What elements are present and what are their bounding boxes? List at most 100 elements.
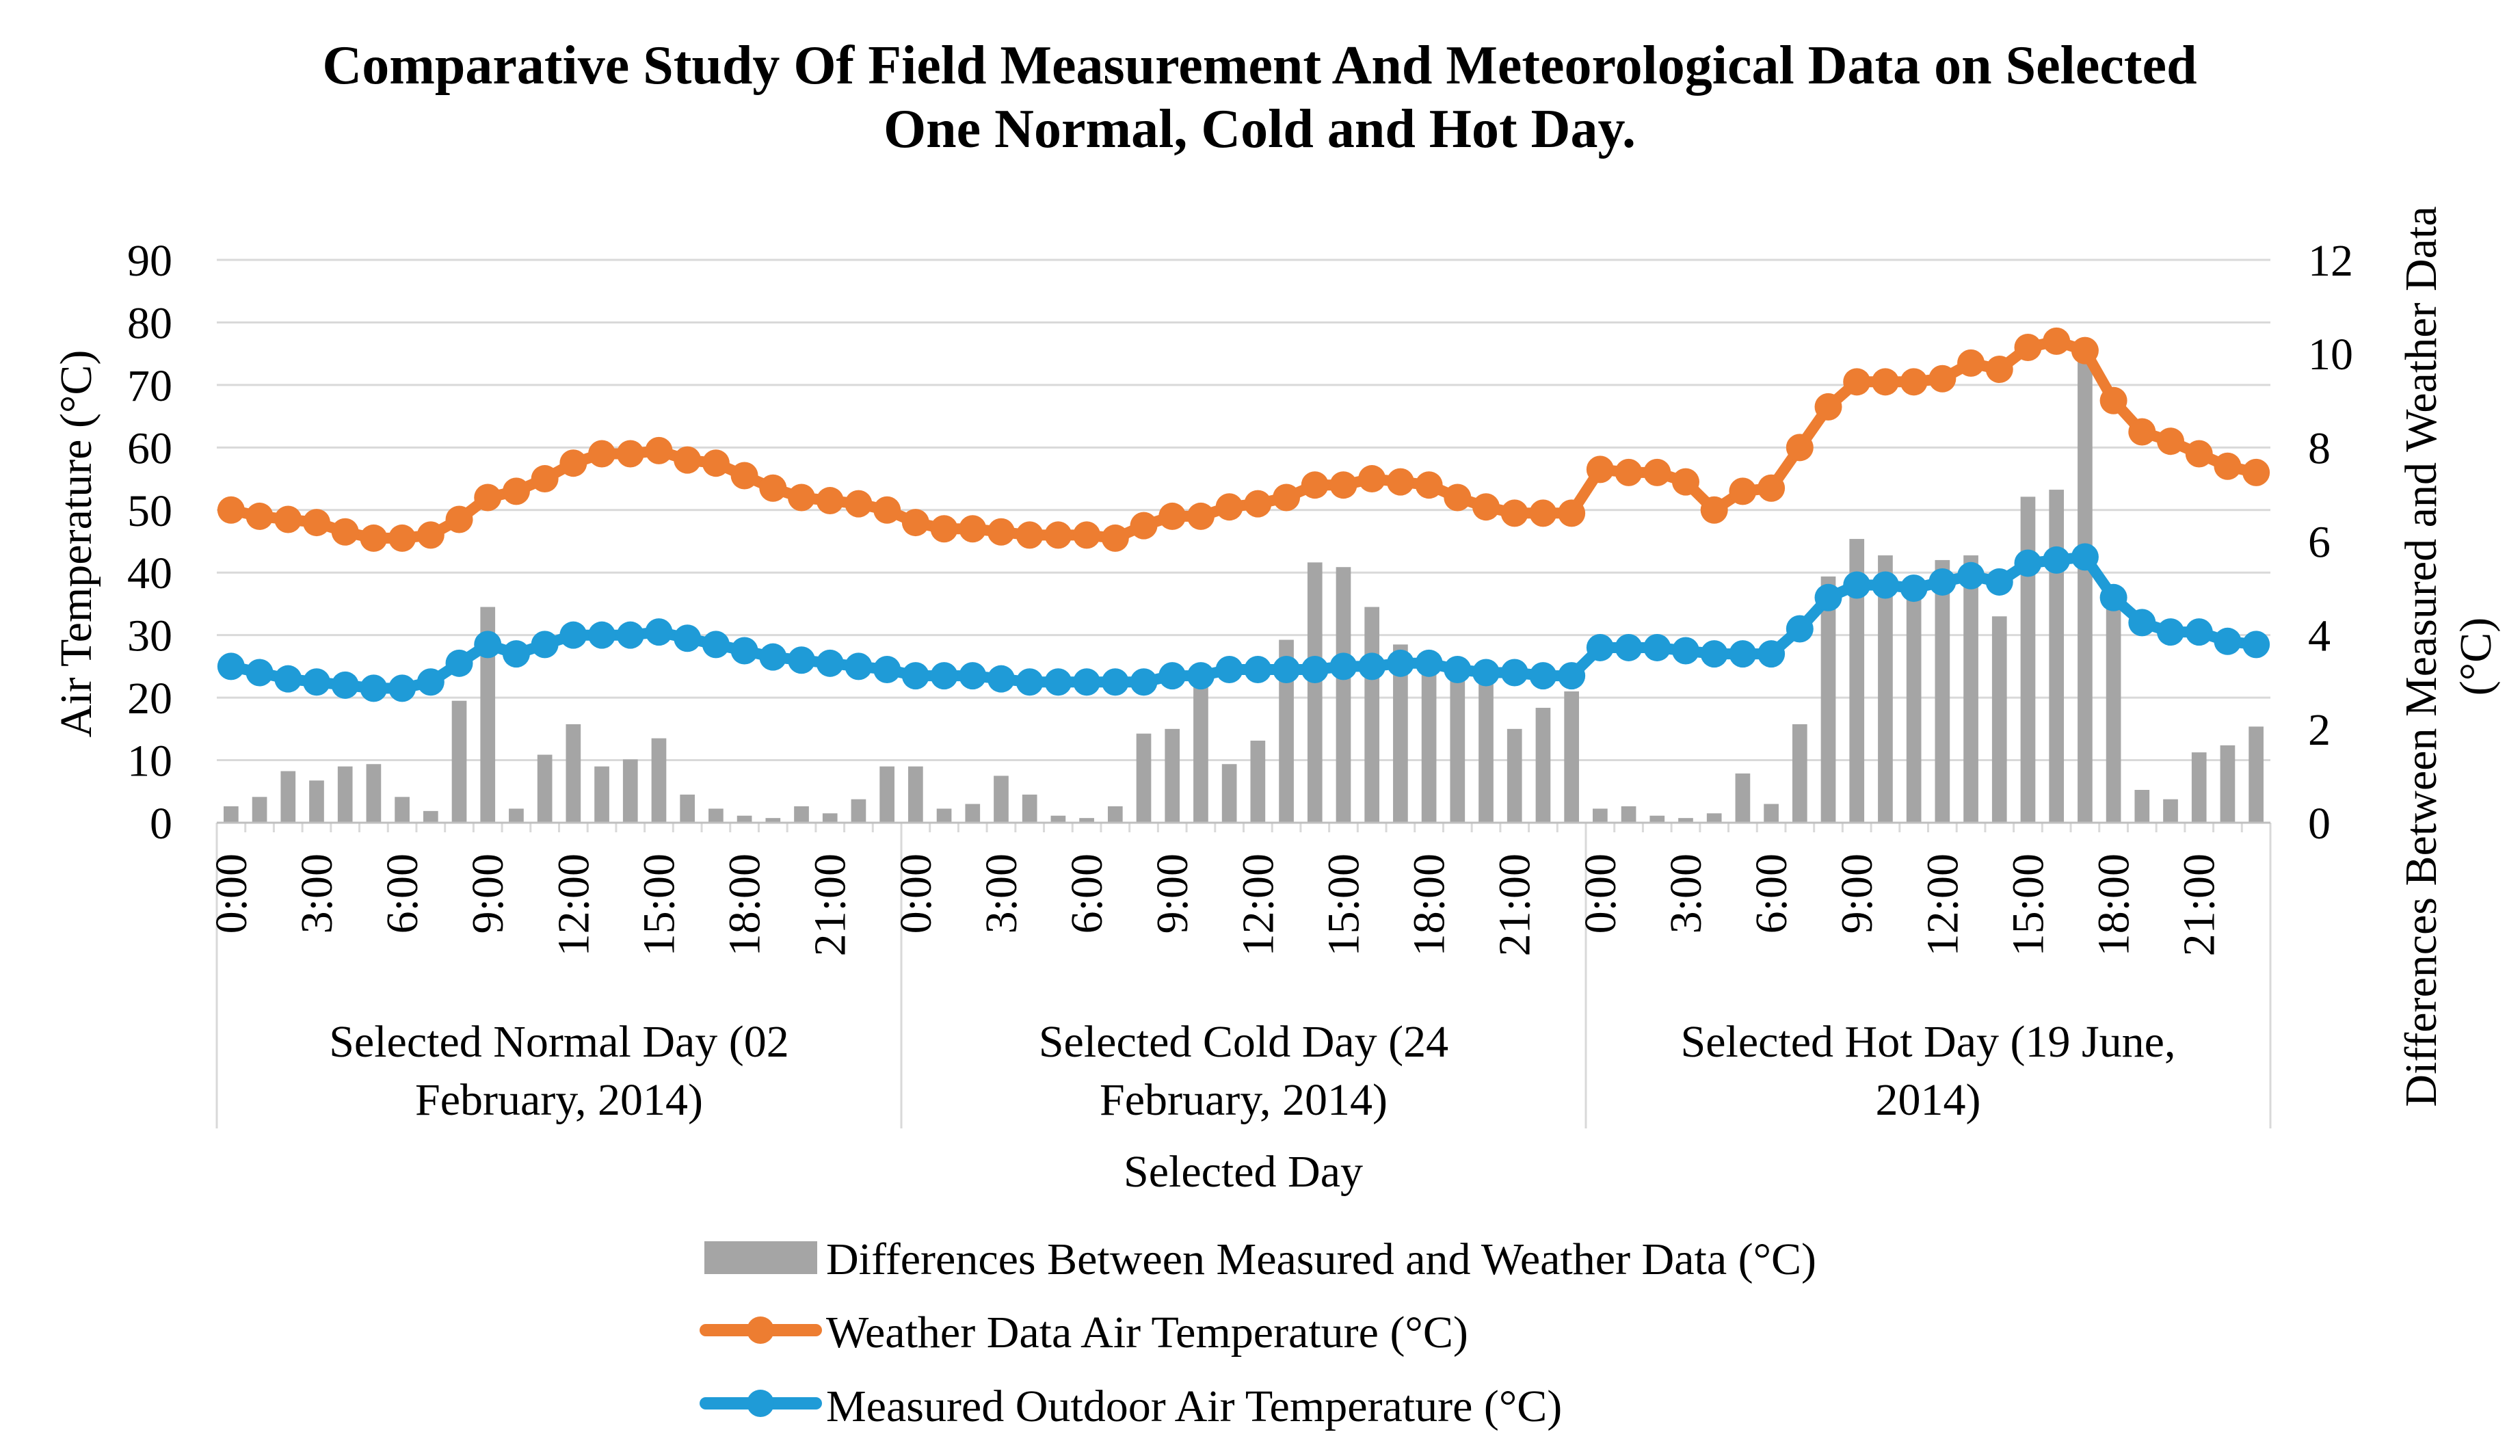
- difference-bar: [994, 776, 1009, 823]
- measured-point: [1729, 640, 1757, 668]
- measured-point: [1244, 655, 1272, 683]
- weather-point: [217, 496, 245, 524]
- y-left-tick-label: 60: [127, 423, 172, 473]
- weather-point: [901, 509, 929, 537]
- measured-point: [1472, 659, 1500, 687]
- difference-bar: [1764, 804, 1779, 823]
- x-hour-tick-label: 21:00: [2175, 853, 2225, 956]
- weather-point: [1643, 458, 1671, 486]
- x-hour-tick-label: 12:00: [548, 853, 598, 956]
- measured-point: [1814, 583, 1842, 611]
- legend-label-difference: Differences Between Measured and Weather…: [826, 1234, 1816, 1284]
- y-left-tick-label: 20: [127, 674, 172, 724]
- difference-bar: [2134, 789, 2150, 823]
- weather-point: [873, 496, 901, 524]
- difference-bar: [1649, 815, 1665, 823]
- weather-point: [1186, 502, 1215, 530]
- difference-bar: [1678, 818, 1693, 823]
- difference-bar: [1507, 728, 1522, 823]
- difference-bar: [1621, 806, 1636, 823]
- measured-point: [2157, 618, 2185, 646]
- measured-point: [2185, 618, 2213, 646]
- measured-point: [1158, 662, 1186, 690]
- weather-point: [1871, 368, 1899, 396]
- weather-point: [930, 515, 958, 543]
- difference-bar: [2078, 349, 2093, 823]
- measured-point: [360, 674, 388, 702]
- x-hour-tick-label: 21:00: [806, 853, 856, 956]
- axes: [215, 821, 2272, 1128]
- weather-point: [1586, 455, 1614, 484]
- difference-bar: [908, 766, 923, 823]
- measured-point: [1044, 668, 1072, 696]
- weather-point: [1158, 502, 1186, 530]
- x-hour-tick-label: 18:00: [1405, 853, 1455, 956]
- measured-point: [901, 662, 929, 690]
- y-axis-right-title-line-2: (°C): [2451, 618, 2501, 696]
- difference-bar: [1364, 607, 1380, 823]
- measured-point: [1273, 655, 1301, 683]
- difference-bar: [2020, 497, 2036, 823]
- weather-point: [702, 449, 730, 477]
- weather-point: [445, 505, 473, 533]
- axis-labels: 0 10 20 30 40 50 60 70 80 90 0 2 4 6 8 10 12 0:00 3:00 6:00…: [127, 236, 2353, 1125]
- difference-bar: [1165, 728, 1180, 823]
- measured-point: [816, 649, 844, 677]
- difference-bar: [1022, 794, 1037, 823]
- difference-bar: [794, 806, 809, 823]
- weather-point: [1615, 458, 1643, 486]
- x-hour-tick-label: 6:00: [377, 853, 427, 934]
- measured-point: [1500, 659, 1528, 687]
- difference-bar: [1307, 562, 1323, 823]
- difference-bar: [822, 813, 838, 823]
- difference-bar: [451, 700, 467, 823]
- y-left-tick-label: 90: [127, 236, 172, 286]
- y-left-tick-label: 40: [127, 548, 172, 598]
- y-left-tick-label: 10: [127, 737, 172, 786]
- x-hour-tick-label: 9:00: [1832, 853, 1882, 934]
- difference-bar: [1792, 724, 1807, 823]
- difference-bar: [708, 808, 724, 823]
- measured-point: [2014, 549, 2042, 577]
- difference-bar: [1478, 679, 1494, 823]
- difference-bar: [1820, 576, 1836, 823]
- legend-marker-weather: [747, 1316, 774, 1344]
- measured-point: [1615, 633, 1643, 661]
- weather-point: [1985, 356, 2013, 384]
- difference-bar: [594, 766, 609, 823]
- measured-point: [1386, 649, 1414, 677]
- difference-bar: [1735, 773, 1751, 823]
- measured-point: [302, 668, 330, 696]
- weather-point: [816, 487, 844, 515]
- measured-point: [2043, 546, 2071, 574]
- y-right-tick-label: 12: [2308, 236, 2353, 286]
- measured-point: [1700, 640, 1728, 668]
- measured-point: [502, 640, 530, 668]
- difference-bar: [2191, 752, 2207, 823]
- weather-point: [1729, 477, 1757, 505]
- measured-point: [674, 624, 702, 652]
- difference-bar: [309, 780, 324, 823]
- measured-point: [1758, 640, 1786, 668]
- weather-point: [1500, 499, 1528, 527]
- difference-bar: [252, 797, 267, 823]
- weather-point: [1130, 512, 1158, 540]
- x-hour-tick-label: 15:00: [635, 853, 685, 956]
- weather-point: [2043, 327, 2071, 355]
- measured-point: [531, 631, 559, 659]
- weather-point: [1016, 521, 1044, 549]
- measured-point: [1643, 633, 1671, 661]
- weather-point: [959, 515, 987, 543]
- legend-swatch-difference: [704, 1241, 817, 1274]
- weather-point: [302, 509, 330, 537]
- measured-point: [1786, 615, 1814, 643]
- measured-point: [2242, 631, 2270, 659]
- measured-point: [474, 631, 502, 659]
- x-hour-tick-label: 0:00: [1576, 853, 1626, 934]
- x-hour-tick-label: 3:00: [977, 853, 1026, 934]
- difference-bar: [1193, 684, 1208, 823]
- weather-point: [788, 484, 816, 512]
- weather-point: [759, 474, 787, 502]
- group-label: 2014): [1876, 1075, 1981, 1125]
- weather-point: [845, 490, 873, 518]
